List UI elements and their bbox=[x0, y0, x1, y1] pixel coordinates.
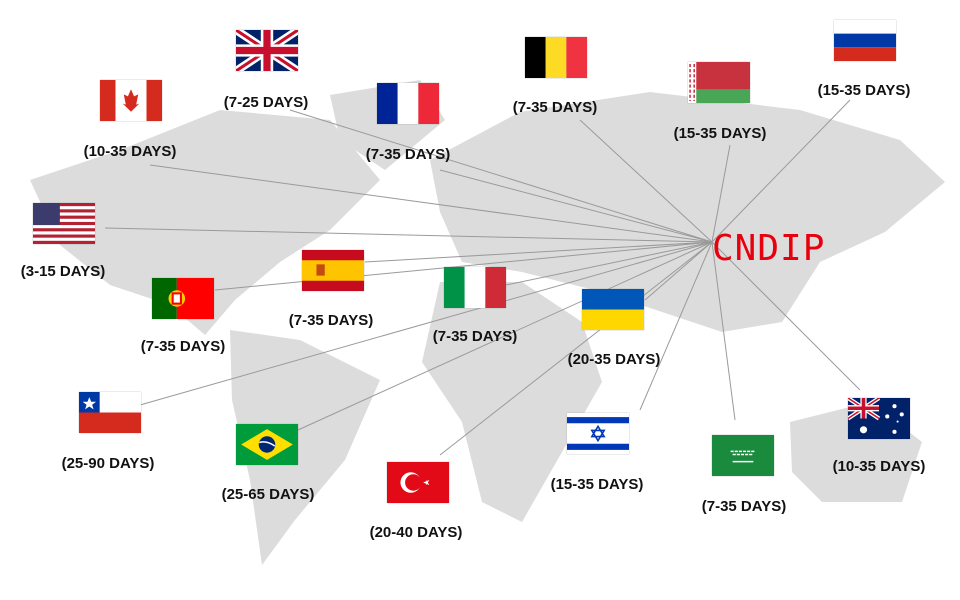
israel-flag-icon bbox=[567, 413, 629, 454]
route-line-brazil bbox=[297, 241, 713, 431]
italy-flag-icon bbox=[444, 267, 506, 308]
belgium-flag-icon bbox=[525, 37, 587, 78]
hub-label: CNDIP bbox=[712, 228, 826, 269]
chile-flag-icon bbox=[79, 392, 141, 433]
north-america bbox=[30, 110, 380, 335]
uk-flag-icon bbox=[236, 30, 298, 71]
saudi-flag-icon bbox=[712, 435, 774, 476]
route-line-ukraine bbox=[644, 241, 713, 301]
route-line-united-states bbox=[104, 227, 713, 243]
africa bbox=[422, 282, 602, 522]
delivery-time-chile: (25-90 DAYS) bbox=[61, 455, 155, 472]
route-line-belgium bbox=[579, 119, 713, 243]
south-america bbox=[230, 330, 380, 565]
delivery-time-united-states: (3-15 DAYS) bbox=[20, 263, 106, 280]
route-line-chile bbox=[139, 241, 713, 406]
portugal-flag-icon bbox=[152, 278, 214, 319]
continents bbox=[30, 80, 945, 565]
delivery-time-israel: (15-35 DAYS) bbox=[550, 476, 644, 493]
route-line-saudi-arabia bbox=[711, 241, 736, 421]
turkey-flag-icon bbox=[387, 462, 449, 503]
delivery-time-portugal: (7-35 DAYS) bbox=[140, 338, 226, 355]
delivery-time-united-kingdom: (7-25 DAYS) bbox=[223, 94, 309, 111]
brazil-flag-icon bbox=[236, 424, 298, 465]
delivery-time-france: (7-35 DAYS) bbox=[365, 146, 451, 163]
delivery-time-belarus: (15-35 DAYS) bbox=[673, 125, 767, 142]
france-flag-icon bbox=[377, 83, 439, 124]
delivery-time-italy: (7-35 DAYS) bbox=[432, 328, 518, 345]
canada-flag-icon bbox=[100, 80, 162, 121]
delivery-time-ukraine: (20-35 DAYS) bbox=[567, 351, 661, 368]
route-line-australia bbox=[711, 241, 861, 391]
australia-flag-icon bbox=[848, 398, 910, 439]
belarus-flag-icon bbox=[688, 62, 750, 103]
route-line-russia bbox=[711, 99, 851, 243]
delivery-time-australia: (10-35 DAYS) bbox=[832, 458, 926, 475]
route-line-united-kingdom bbox=[289, 109, 713, 243]
delivery-time-turkey: (20-40 DAYS) bbox=[369, 524, 463, 541]
delivery-time-brazil: (25-65 DAYS) bbox=[221, 486, 315, 503]
route-line-france bbox=[439, 169, 713, 243]
usa-flag-icon bbox=[33, 203, 95, 244]
spain-flag-icon bbox=[302, 250, 364, 291]
delivery-time-russia: (15-35 DAYS) bbox=[817, 82, 911, 99]
route-line-portugal bbox=[214, 241, 713, 291]
delivery-time-canada: (10-35 DAYS) bbox=[83, 143, 177, 160]
delivery-time-belgium: (7-35 DAYS) bbox=[512, 99, 598, 116]
route-line-turkey bbox=[439, 241, 713, 456]
eurasia bbox=[430, 92, 945, 332]
route-line-spain bbox=[364, 241, 713, 263]
russia-flag-icon bbox=[834, 20, 896, 61]
ukraine-flag-icon bbox=[582, 289, 644, 330]
route-line-italy bbox=[505, 241, 713, 286]
route-line-israel bbox=[639, 241, 713, 411]
route-lines bbox=[104, 99, 861, 456]
route-line-canada bbox=[149, 164, 713, 243]
delivery-time-saudi-arabia: (7-35 DAYS) bbox=[701, 498, 787, 515]
delivery-time-spain: (7-35 DAYS) bbox=[288, 312, 374, 329]
route-line-belarus bbox=[711, 144, 731, 243]
